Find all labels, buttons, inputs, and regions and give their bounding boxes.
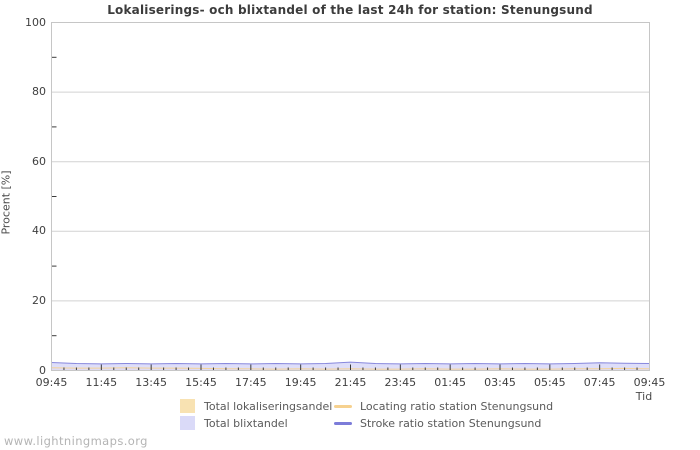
x-tick-label: 07:45 xyxy=(583,376,616,389)
x-tick-label: 21:45 xyxy=(334,376,367,389)
y-axis-title: Procent [%] xyxy=(0,170,13,235)
legend-label: Stroke ratio station Stenungsund xyxy=(360,416,542,430)
x-tick-label: 23:45 xyxy=(384,376,417,389)
x-tick-label: 03:45 xyxy=(484,376,516,389)
chart-title: Lokaliserings- och blixtandel of the las… xyxy=(107,3,593,17)
legend-label: Locating ratio station Stenungsund xyxy=(360,399,554,413)
legend-label: Total lokaliseringsandel xyxy=(204,399,333,413)
y-tick-label: 60 xyxy=(32,154,46,168)
legend-item-locating-ratio: Locating ratio station Stenungsund xyxy=(334,398,553,414)
plot-area xyxy=(51,22,650,371)
legend-item-total-blixtandel: Total blixtandel xyxy=(180,415,288,431)
x-tick-label: 05:45 xyxy=(533,376,566,389)
x-tick-label: 15:45 xyxy=(185,376,217,389)
y-tick-label: 20 xyxy=(32,293,46,307)
legend-item-stroke-ratio: Stroke ratio station Stenungsund xyxy=(334,415,541,431)
y-tick-label: 40 xyxy=(32,224,46,238)
x-tick-label: 09:45 xyxy=(35,376,68,389)
legend-item-total-lokaliseringsandel: Total lokaliseringsandel xyxy=(180,398,332,414)
y-tick-label: 100 xyxy=(25,15,46,29)
y-tick-label: 80 xyxy=(32,85,46,99)
area-swatch-total-blixtandel xyxy=(180,416,195,430)
x-tick-label: 09:45 xyxy=(633,376,666,389)
area-swatch-total-lokaliseringsandel xyxy=(180,399,195,413)
line-swatch-stroke-ratio xyxy=(334,421,352,425)
x-axis-title: Tid xyxy=(635,390,653,403)
x-tick-label: 11:45 xyxy=(85,376,118,389)
watermark-link: www.lightningmaps.org xyxy=(4,434,148,448)
x-tick-label: 13:45 xyxy=(135,376,167,389)
x-tick-label: 01:45 xyxy=(434,376,466,389)
line-swatch-locating-ratio xyxy=(334,404,352,408)
y-tick-label: 0 xyxy=(39,363,46,377)
x-tick-label: 17:45 xyxy=(234,376,267,389)
x-tick-label: 19:45 xyxy=(284,376,317,389)
legend-label: Total blixtandel xyxy=(204,416,288,430)
